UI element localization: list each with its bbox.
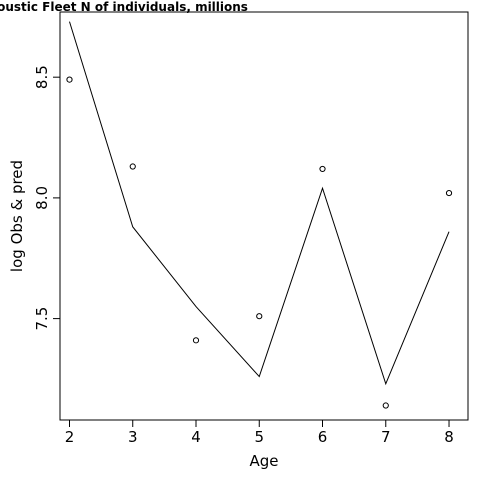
x-tick-label: 2 (65, 428, 75, 446)
chart-title: coustic Fleet N of individuals, millions (0, 0, 248, 14)
x-tick-label: 8 (444, 428, 454, 446)
series-layer (66, 21, 453, 409)
x-tick-label: 5 (254, 428, 264, 446)
observed-point (129, 163, 136, 170)
x-tick-label: 4 (191, 428, 201, 446)
y-tick-label: 8.0 (33, 186, 51, 210)
y-axis-title: log Obs & pred (8, 160, 26, 272)
predicted-line (69, 21, 450, 386)
y-axis: 7.5 8.0 8.5 (33, 65, 61, 331)
x-tick-label: 6 (318, 428, 328, 446)
observed-point (445, 189, 453, 197)
observed-point (192, 337, 200, 344)
y-tick-label: 7.5 (33, 307, 51, 331)
x-axis-title: Age (249, 452, 278, 470)
observed-point (66, 76, 73, 83)
observed-point (382, 402, 389, 409)
x-tick-label: 7 (381, 428, 391, 446)
observed-point (256, 313, 263, 320)
plot-frame (59, 11, 469, 421)
y-tick-label: 8.5 (33, 65, 51, 89)
observed-point (319, 165, 326, 173)
x-axis: 2 3 4 5 6 7 8 (65, 419, 454, 446)
x-tick-label: 3 (128, 428, 138, 446)
